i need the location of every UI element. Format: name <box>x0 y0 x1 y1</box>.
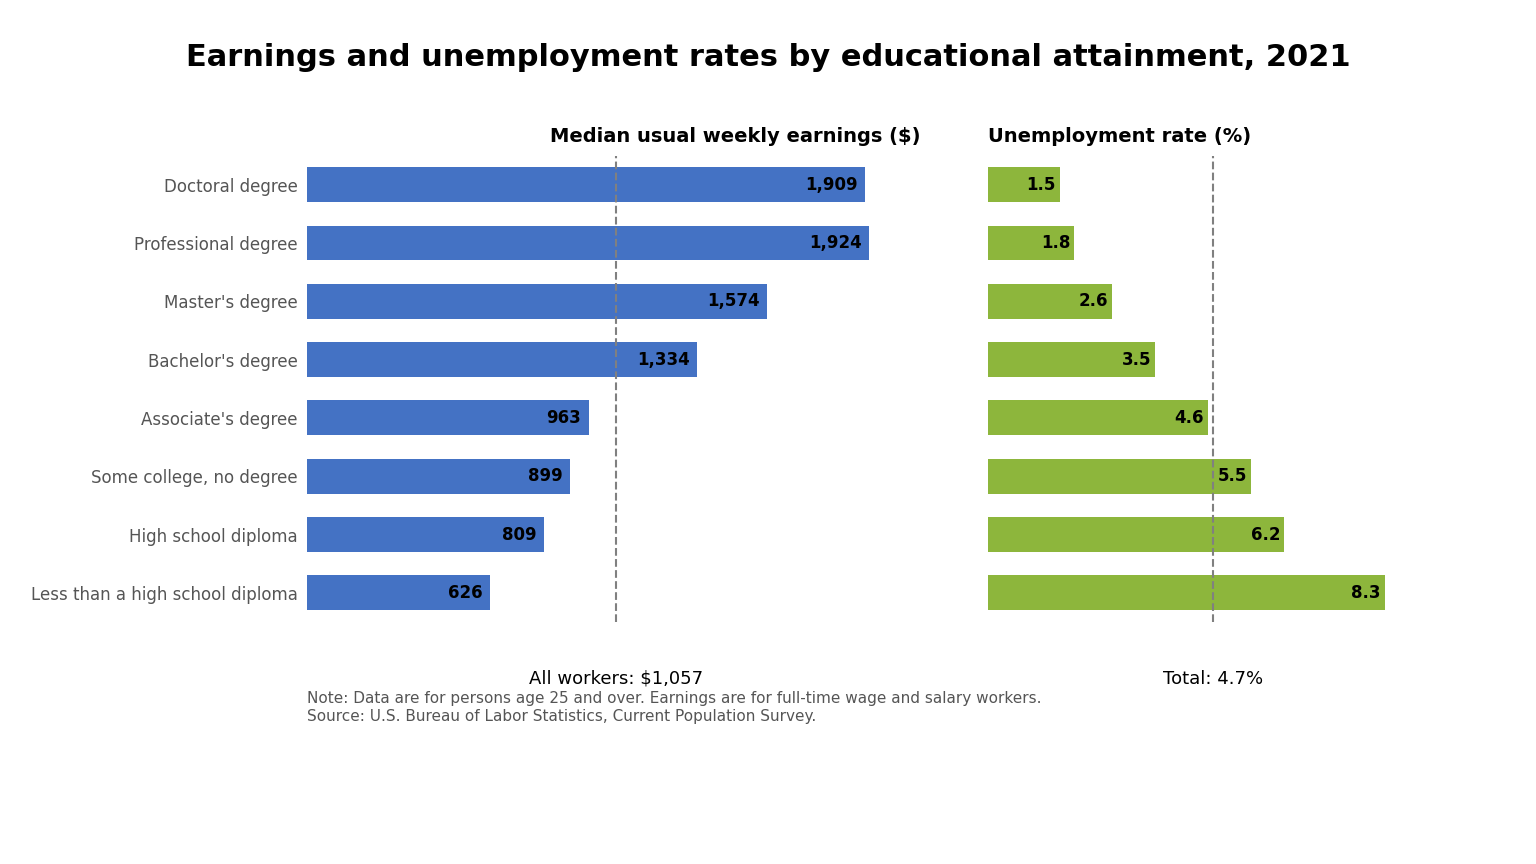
Text: Total: 4.7%: Total: 4.7% <box>1163 670 1263 688</box>
Text: 4.6: 4.6 <box>1175 409 1204 427</box>
Bar <box>988 168 1060 202</box>
Bar <box>988 342 1155 378</box>
Bar <box>988 226 1074 261</box>
Text: 963: 963 <box>547 409 581 427</box>
Text: 1,909: 1,909 <box>805 175 857 194</box>
Bar <box>988 401 1207 435</box>
Text: 899: 899 <box>528 467 562 486</box>
Text: 1.8: 1.8 <box>1041 234 1071 252</box>
Text: 626: 626 <box>449 584 482 602</box>
Text: Unemployment rate (%): Unemployment rate (%) <box>988 127 1250 146</box>
Bar <box>307 517 544 552</box>
Bar <box>307 284 766 319</box>
Bar <box>307 401 588 435</box>
Text: All workers: $1,057: All workers: $1,057 <box>528 670 703 688</box>
Text: Median usual weekly earnings ($): Median usual weekly earnings ($) <box>550 127 922 146</box>
Bar <box>307 168 865 202</box>
Text: 1.5: 1.5 <box>1026 175 1055 194</box>
Text: 1,574: 1,574 <box>707 292 760 310</box>
Text: 809: 809 <box>502 525 536 543</box>
Bar <box>988 459 1250 493</box>
Text: Earnings and unemployment rates by educational attainment, 2021: Earnings and unemployment rates by educa… <box>186 43 1350 73</box>
Text: 3.5: 3.5 <box>1121 351 1152 369</box>
Text: Note: Data are for persons age 25 and over. Earnings are for full-time wage and : Note: Data are for persons age 25 and ov… <box>307 691 1041 724</box>
Text: 6.2: 6.2 <box>1250 525 1281 543</box>
Bar <box>307 226 869 261</box>
Bar <box>988 284 1112 319</box>
Text: 1,924: 1,924 <box>809 234 862 252</box>
Text: 8.3: 8.3 <box>1352 584 1381 602</box>
Text: 2.6: 2.6 <box>1078 292 1109 310</box>
Bar <box>988 575 1385 610</box>
Bar <box>307 459 570 493</box>
Text: 5.5: 5.5 <box>1218 467 1247 486</box>
Text: 1,334: 1,334 <box>637 351 690 369</box>
Bar <box>988 517 1284 552</box>
Bar <box>307 342 697 378</box>
Bar <box>307 575 490 610</box>
